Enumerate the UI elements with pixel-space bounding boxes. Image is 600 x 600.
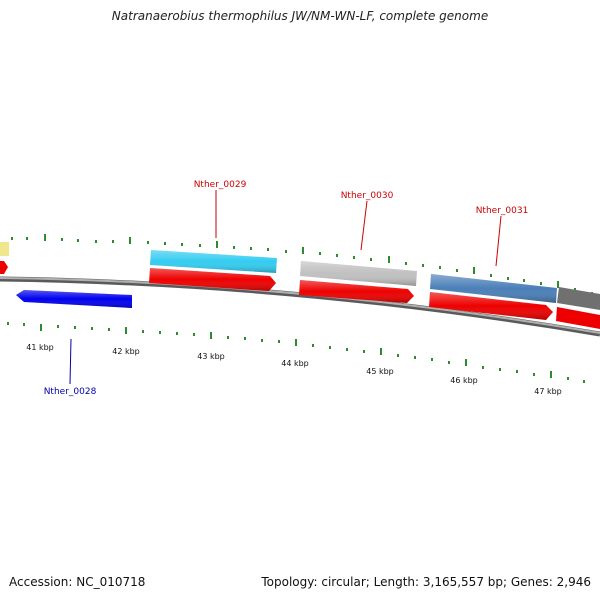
tick-label-44kbp: 44 kbp xyxy=(281,359,309,368)
tick-label-45kbp: 45 kbp xyxy=(366,367,394,376)
cds-nther-0031[interactable] xyxy=(429,292,553,320)
cds-nther-0030[interactable] xyxy=(299,280,414,303)
tick-labels: 41 kbp 42 kbp 43 kbp 44 kbp 45 kbp 46 kb… xyxy=(26,343,562,396)
partial-cds-left[interactable] xyxy=(0,261,8,274)
tick-label-46kbp: 46 kbp xyxy=(450,376,478,385)
gene-label-nther-0031[interactable]: Nther_0031 xyxy=(476,206,529,216)
leader-line-nther-0030 xyxy=(360,200,368,251)
gene-nther-0030[interactable] xyxy=(300,261,417,286)
partial-gene-right[interactable] xyxy=(557,287,600,310)
gene-nther-0029[interactable] xyxy=(150,250,277,273)
cds-nther-0029[interactable] xyxy=(149,268,276,291)
gene-nther-0028[interactable] xyxy=(16,290,132,308)
tick-label-47kbp: 47 kbp xyxy=(534,387,562,396)
tick-label-43kbp: 43 kbp xyxy=(197,352,225,361)
tick-label-41kbp: 41 kbp xyxy=(26,343,54,352)
leader-line-nther-0031 xyxy=(495,215,502,267)
accession-label: Accession: NC_010718 xyxy=(9,575,146,589)
tick-label-42kbp: 42 kbp xyxy=(112,347,140,356)
partial-gene-left[interactable] xyxy=(0,242,9,256)
upper-ticks xyxy=(11,234,593,295)
gene-label-nther-0030[interactable]: Nther_0030 xyxy=(341,191,394,201)
gene-nther-0031[interactable] xyxy=(430,274,557,303)
map-title: Natranaerobius thermophilus JW/NM-WN-LF,… xyxy=(111,9,489,23)
genome-summary: Topology: circular; Length: 3,165,557 bp… xyxy=(261,575,591,589)
gene-label-nther-0028[interactable]: Nther_0028 xyxy=(44,387,97,397)
leader-line-nther-0028 xyxy=(69,338,72,385)
gene-label-nther-0029[interactable]: Nther_0029 xyxy=(194,180,247,190)
partial-cds-right[interactable] xyxy=(556,307,600,329)
lower-ticks xyxy=(7,322,585,383)
